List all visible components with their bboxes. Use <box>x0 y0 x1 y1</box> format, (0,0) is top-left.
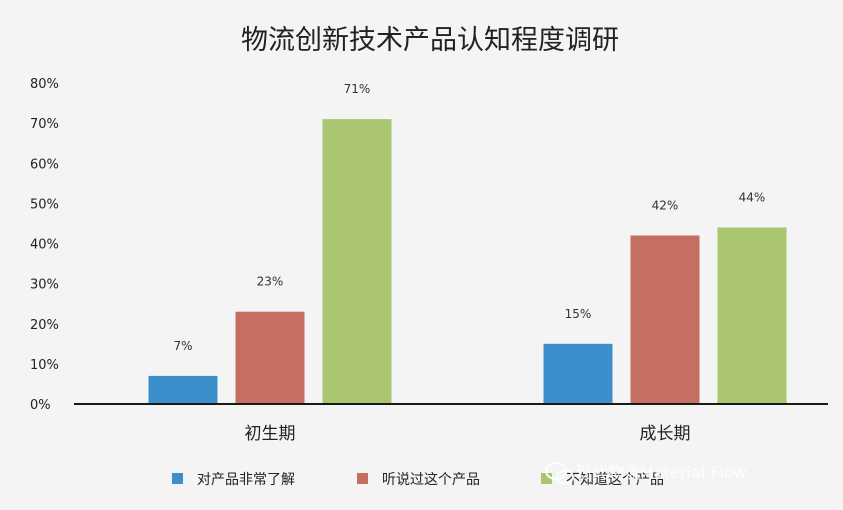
y-tick-label: 20% <box>30 318 59 333</box>
y-tick-label: 80% <box>30 77 59 92</box>
y-tick-label: 10% <box>30 358 59 373</box>
data-label: 15% <box>565 307 592 321</box>
y-axis: 0% 10% 20% 30% 40% 50% 60% 70% 80% <box>30 77 59 413</box>
y-tick-label: 50% <box>30 197 59 212</box>
legend-label: 对产品非常了解 <box>197 472 295 488</box>
bar <box>322 119 392 405</box>
legend-swatch <box>357 473 368 484</box>
y-tick-label: 40% <box>30 238 59 253</box>
category-label: 成长期 <box>640 424 691 444</box>
wechat-icon <box>545 462 574 485</box>
bar <box>543 343 613 404</box>
x-axis: 初生期 成长期 <box>245 424 691 444</box>
y-tick-label: 0% <box>30 398 51 413</box>
bar <box>717 227 787 404</box>
bars: 7% 15% 23% 42% 71% 44% <box>148 82 787 405</box>
data-label: 42% <box>652 198 679 212</box>
data-label: 71% <box>344 82 371 96</box>
data-label: 7% <box>173 339 192 353</box>
watermark-text: 现代物流Material Flow <box>576 463 747 482</box>
bar <box>630 235 700 404</box>
chart-title: 物流创新技术产品认知程度调研 <box>241 25 619 56</box>
legend-label: 听说过这个产品 <box>382 471 480 488</box>
legend: 对产品非常了解 听说过这个产品 不知道这个产品 <box>172 471 664 488</box>
data-label: 23% <box>257 275 284 289</box>
data-label: 44% <box>739 190 766 204</box>
legend-label: 不知道这个产品 <box>566 471 664 488</box>
category-label: 初生期 <box>245 424 296 444</box>
y-tick-label: 30% <box>30 278 59 293</box>
y-tick-label: 60% <box>30 157 59 172</box>
watermark: 现代物流Material Flow <box>545 462 747 485</box>
bar <box>235 311 305 404</box>
legend-swatch <box>172 473 183 484</box>
y-tick-label: 70% <box>30 117 59 132</box>
legend-swatch <box>541 473 552 484</box>
bar <box>148 375 218 404</box>
